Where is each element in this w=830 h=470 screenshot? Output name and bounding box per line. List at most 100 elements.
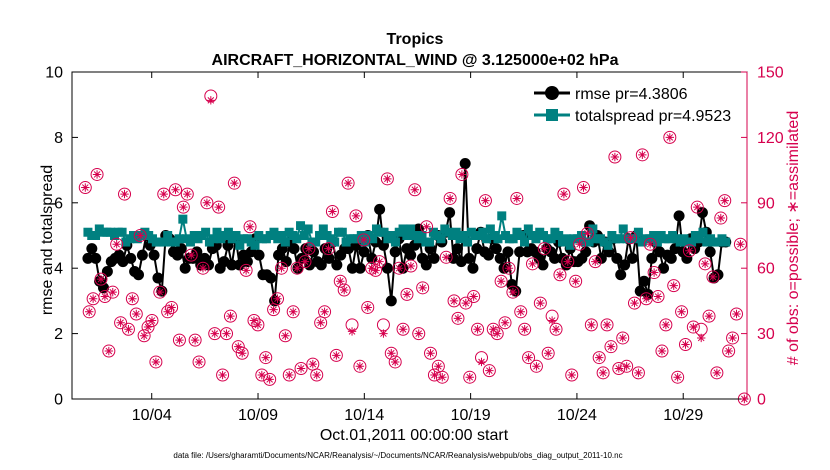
obs-possible-point xyxy=(710,366,724,380)
obs-possible-point xyxy=(455,167,469,181)
obs-assimilated-point xyxy=(516,307,525,316)
obs-assimilated-point xyxy=(343,178,353,188)
obs-assimilated-point xyxy=(194,357,204,367)
obs-possible-point xyxy=(569,274,583,288)
obs-possible-point xyxy=(255,368,269,382)
obs-possible-point xyxy=(514,305,528,319)
obs-assimilated-point xyxy=(391,357,400,367)
obs-possible-point xyxy=(290,261,304,275)
totalspread-point xyxy=(546,234,556,244)
obs-possible-point xyxy=(686,320,700,334)
obs-possible-point xyxy=(169,183,183,197)
obs-assimilated-point xyxy=(610,152,620,162)
obs-possible-point xyxy=(439,250,453,264)
totalspread-point xyxy=(652,237,662,247)
obs-assimilated-point xyxy=(222,329,231,338)
obs-assimilated-point xyxy=(453,314,463,323)
x-tick-label: 10/29 xyxy=(663,407,703,424)
obs-assimilated-point xyxy=(81,183,90,192)
totalspread-point xyxy=(330,237,340,247)
chart-subtitle: AIRCRAFT_HORIZONTAL_WIND @ 3.125000e+02 … xyxy=(212,52,619,69)
rmse-point xyxy=(280,256,292,268)
rmse-point xyxy=(101,265,113,277)
obs-possible-point xyxy=(176,200,190,214)
obs-assimilated-point xyxy=(320,307,329,316)
obs-assimilated-point xyxy=(645,240,655,249)
obs-possible-point xyxy=(631,366,645,380)
obs-assimilated-point xyxy=(642,294,651,303)
totalspread-point xyxy=(649,231,659,240)
obs-assimilated-point xyxy=(700,259,710,269)
obs-possible-point xyxy=(404,259,418,273)
totalspread-point xyxy=(482,234,492,244)
obs-assimilated-point xyxy=(120,189,129,199)
rmse-point xyxy=(179,262,191,274)
obs-possible-point xyxy=(679,338,692,351)
obs-possible-point xyxy=(537,242,551,256)
totalspread-point xyxy=(565,240,575,250)
obs-assimilated-point xyxy=(151,357,161,367)
obs-possible-point xyxy=(161,305,175,319)
obs-assimilated-point xyxy=(708,272,718,282)
obs-assimilated-point xyxy=(261,353,270,362)
totalspread-point xyxy=(117,227,127,237)
legend-totalspread-marker xyxy=(546,109,558,121)
obs-possible-point xyxy=(690,200,704,214)
obs-possible-point xyxy=(192,355,206,369)
totalspread-point xyxy=(561,234,571,244)
obs-possible-point xyxy=(94,272,108,286)
obs-possible-point xyxy=(294,361,308,375)
rmse-point xyxy=(389,246,401,258)
totalspread-point xyxy=(387,231,397,240)
obs-assimilated-point xyxy=(579,183,588,192)
obs-assimilated-point xyxy=(736,240,745,249)
totalspread-point xyxy=(554,231,564,240)
obs-possible-point xyxy=(675,305,689,319)
obs-assimilated-point xyxy=(618,333,627,343)
obs-possible-point xyxy=(659,318,673,332)
legend-rmse-marker xyxy=(545,86,559,100)
obs-assimilated-point xyxy=(551,325,561,334)
obs-possible-point xyxy=(361,300,375,314)
obs-possible-point xyxy=(616,331,630,345)
obs-assimilated-point xyxy=(445,194,455,203)
obs-assimilated-point xyxy=(704,311,714,321)
obs-assimilated-point xyxy=(241,266,251,275)
totalspread-point xyxy=(337,227,347,237)
totalspread-point xyxy=(398,224,408,234)
obs-assimilated-point xyxy=(136,231,145,240)
obs-assimilated-point xyxy=(496,277,506,286)
obs-assimilated-point xyxy=(214,202,223,212)
obs-possible-point xyxy=(604,340,618,354)
obs-assimilated-point xyxy=(167,303,176,312)
obs-possible-point xyxy=(318,305,332,319)
totalspread-point xyxy=(402,231,412,240)
obs-possible-point xyxy=(486,322,500,336)
obs-assimilated-point xyxy=(555,270,565,279)
legend-totalspread-label: totalspread pr=4.9523 xyxy=(575,108,731,125)
obs-assimilated-point xyxy=(304,244,314,253)
y-right-tick-label: 0 xyxy=(757,392,766,409)
x-tick-label: 10/09 xyxy=(238,407,278,424)
totalspread-point xyxy=(163,231,173,240)
obs-assimilated-point xyxy=(422,222,431,231)
rmse-point xyxy=(483,249,495,261)
rmse-point xyxy=(405,249,417,261)
rmse-point xyxy=(90,252,102,264)
obs-possible-point xyxy=(384,346,398,360)
obs-possible-point xyxy=(337,283,351,297)
rmse-point xyxy=(549,252,561,264)
obs-possible-point xyxy=(200,196,214,210)
totalspread-point xyxy=(201,227,211,237)
obs-possible-point xyxy=(310,368,324,382)
rmse-point xyxy=(315,259,327,271)
totalspread-point xyxy=(451,227,461,237)
obs-assimilated-point xyxy=(394,264,404,273)
obs-assimilated-point xyxy=(493,329,502,338)
chart-title: Tropics xyxy=(387,31,444,48)
obs-possible-point xyxy=(396,322,410,336)
rmse-point xyxy=(467,262,479,274)
obs-assimilated-point xyxy=(312,370,321,380)
totalspread-point xyxy=(223,227,233,237)
obs-possible-point xyxy=(577,181,590,195)
